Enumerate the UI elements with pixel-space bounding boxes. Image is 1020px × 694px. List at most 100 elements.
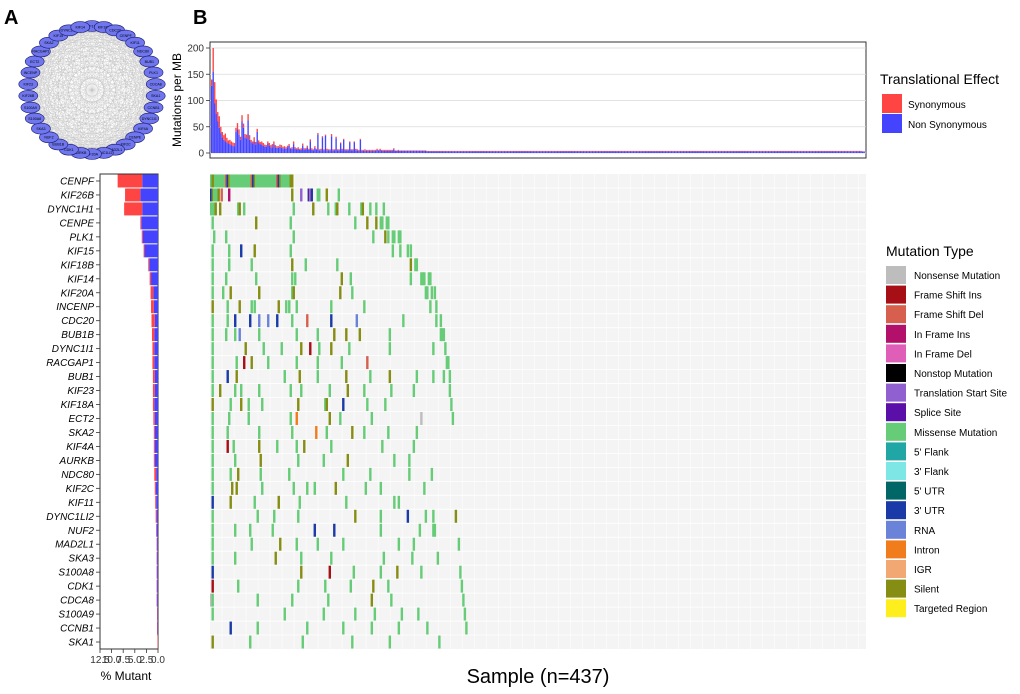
mutation-cell <box>424 509 428 523</box>
tmb-bar-synonymous <box>338 149 340 151</box>
mutation-cell <box>363 300 366 314</box>
tmb-bar-non-synonymous <box>493 151 495 153</box>
tmb-bar-synonymous <box>359 138 362 140</box>
tmb-bar-synonymous <box>732 150 735 152</box>
network-node: KIF23 <box>18 78 39 90</box>
tmb-bar-synonymous <box>827 150 829 152</box>
mutation-type-item: RNA <box>886 520 935 539</box>
tmb-bar-non-synonymous <box>790 151 793 153</box>
tmb-bar-synonymous <box>760 150 762 152</box>
tmb-bar-non-synonymous <box>264 146 266 153</box>
network-edge <box>28 51 144 85</box>
tmb-bar-synonymous <box>804 150 806 152</box>
mutation-cell <box>234 453 237 467</box>
network-node-shape <box>20 66 41 79</box>
tmb-bar-non-synonymous <box>399 150 401 153</box>
mutation-cell <box>409 244 413 258</box>
tmb-bar-synonymous <box>820 150 823 152</box>
tmb-bar-synonymous <box>435 150 437 152</box>
tmb-bar-synonymous <box>526 150 528 152</box>
mutation-cell <box>388 370 392 384</box>
tmb-bar-non-synonymous <box>822 151 824 153</box>
tmb-bar-synonymous <box>449 150 451 152</box>
tmb-bar-synonymous <box>834 150 837 152</box>
tmb-bar-non-synonymous <box>239 139 242 153</box>
tmb-bar-synonymous <box>355 148 357 151</box>
non-synonymous-label: Non Synonymous <box>908 120 987 131</box>
mutation-cell <box>226 425 229 439</box>
tmb-bar-non-synonymous <box>509 151 512 153</box>
synonymous-swatch <box>882 94 902 113</box>
tmb-bar-synonymous <box>259 141 261 145</box>
gene-label: KIF14 <box>67 274 94 285</box>
mutation-cell <box>211 579 214 593</box>
panel-a-letter: A <box>4 7 18 29</box>
mutation-cell <box>423 272 426 286</box>
tmb-bar-synonymous <box>786 150 788 152</box>
tmb-bar-synonymous <box>236 123 239 130</box>
tmb-bar-synonymous <box>544 150 547 152</box>
tmb-bar-synonymous <box>717 150 720 152</box>
mutation-cell <box>288 467 291 481</box>
tmb-bar-synonymous <box>538 150 541 152</box>
mutation-type-item: Silent <box>886 579 939 598</box>
network-edge <box>58 35 150 119</box>
tmb-bar-synonymous <box>588 150 591 152</box>
mutation-cell <box>430 286 434 300</box>
tmb-bar-synonymous <box>361 149 363 151</box>
tmb-y-tick-label: 50 <box>193 122 205 133</box>
network-edge <box>28 61 150 97</box>
mutation-cell <box>300 565 303 579</box>
network-edge <box>34 30 116 119</box>
tmb-bar-non-synonymous <box>379 149 381 153</box>
tmb-bar-non-synonymous <box>817 151 820 153</box>
tmb-bar-synonymous <box>836 150 838 152</box>
mutation-cell <box>210 174 213 188</box>
mutation-cell <box>345 495 348 509</box>
gene-labels: CENPFKIF26BDYNC1H1CENPEPLK1KIF15KIF18BKI… <box>46 176 100 649</box>
mutation-cell <box>313 523 316 537</box>
mutation-cell <box>330 551 333 565</box>
tmb-bar-non-synonymous <box>250 142 252 153</box>
bar-non-synonymous <box>154 398 158 411</box>
network-edge <box>34 118 144 129</box>
network-node-shape <box>20 101 41 114</box>
tmb-bar-non-synonymous <box>846 151 849 153</box>
tmb-bar-synonymous <box>591 150 594 152</box>
tmb-bar-synonymous <box>491 150 494 152</box>
mutation-cell <box>234 551 237 565</box>
tmb-bar-synonymous <box>540 150 542 152</box>
tmb-bar-non-synonymous <box>396 150 398 153</box>
tmb-bar-synonymous <box>634 150 636 152</box>
tmb-bar-non-synonymous <box>361 150 363 153</box>
tmb-bar-non-synonymous <box>449 151 451 153</box>
network-edge <box>58 35 81 153</box>
tmb-bar-synonymous <box>253 137 255 142</box>
mutation-cell <box>256 509 259 523</box>
tmb-bar-non-synonymous <box>452 151 454 153</box>
tmb-bar-non-synonymous <box>569 151 571 153</box>
tmb-bar-non-synonymous <box>666 151 668 153</box>
tmb-bar-non-synonymous <box>418 150 421 153</box>
tmb-bar-synonymous <box>805 150 808 152</box>
tmb-bar-synonymous <box>594 150 597 152</box>
bar-synonymous <box>125 188 141 202</box>
mutation-type-swatch <box>886 579 906 598</box>
mutation-cell <box>211 467 214 481</box>
tmb-bar-synonymous <box>227 140 230 144</box>
tmb-bar-non-synonymous <box>807 151 809 153</box>
tmb-bar-synonymous <box>608 150 610 152</box>
mutation-cell <box>346 453 350 467</box>
bar-synonymous <box>152 356 155 370</box>
tmb-bar-synonymous <box>388 149 390 151</box>
tmb-bar-synonymous <box>321 136 324 138</box>
tmb-bar-synonymous <box>728 150 730 152</box>
tmb-bar-synonymous <box>796 150 799 152</box>
tmb-bar-non-synonymous <box>215 113 217 153</box>
tmb-bar-non-synonymous <box>223 139 225 153</box>
mutation-cell <box>211 314 214 328</box>
mutation-cell <box>300 188 303 202</box>
tmb-bar-synonymous <box>336 149 339 151</box>
tmb-bar-synonymous <box>397 149 400 151</box>
tmb-bar-non-synonymous <box>377 150 380 153</box>
